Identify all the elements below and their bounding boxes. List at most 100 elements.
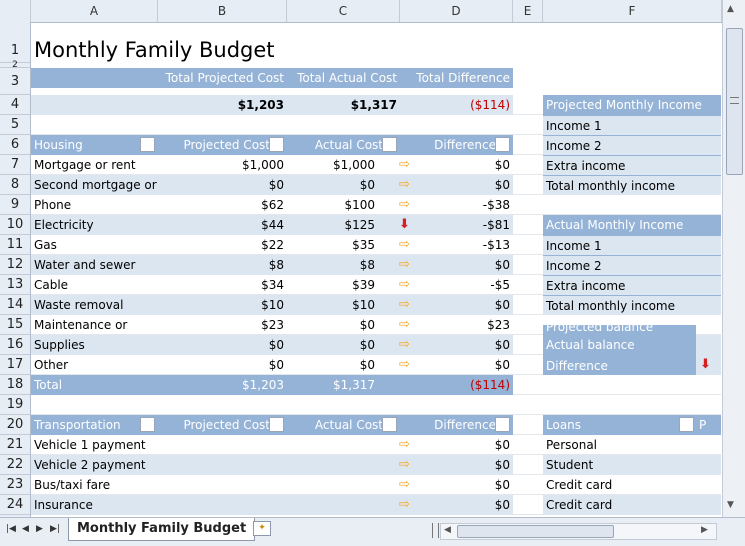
scroll-up-button[interactable]: ▲ [727, 4, 734, 14]
transportation-filter-actual-dropdown[interactable] [382, 417, 397, 432]
column-header-c[interactable]: C [287, 0, 400, 22]
column-header-b[interactable]: B [158, 0, 287, 22]
sheet-tab-monthly-family-budget[interactable]: Monthly Family Budget [68, 518, 256, 541]
tab-split-handle[interactable] [432, 523, 439, 538]
column-header-d[interactable]: D [400, 0, 513, 22]
housing-row-label[interactable]: Supplies [34, 338, 85, 352]
projected_income-item[interactable]: Total monthly income [543, 175, 721, 195]
row-header[interactable]: 2 [0, 61, 30, 70]
transportation-row-projected[interactable] [158, 495, 287, 515]
housing-row-difference[interactable]: $0 [494, 338, 510, 352]
row-header[interactable]: 24 [0, 495, 30, 515]
housing-row-label[interactable]: Second mortgage or [34, 178, 157, 192]
row-header[interactable]: 18 [0, 375, 30, 395]
housing-row-label[interactable]: Other [34, 358, 69, 372]
loans-item[interactable]: Personal [546, 438, 598, 452]
housing-row-difference[interactable]: -$38 [482, 198, 510, 212]
housing-filter-actual-dropdown[interactable] [382, 137, 397, 152]
housing-row-label[interactable]: Electricity [34, 218, 94, 232]
row-header[interactable]: 19 [0, 395, 30, 415]
transportation-row-actual[interactable] [287, 455, 378, 475]
housing-row-projected[interactable]: $62 [261, 198, 284, 212]
row-header[interactable]: 17 [0, 355, 30, 375]
row-header[interactable]: 22 [0, 455, 30, 475]
housing-row-actual[interactable]: $100 [344, 198, 375, 212]
actual_income-item[interactable]: Income 1 [543, 235, 721, 255]
next-sheet-icon[interactable]: ▶ [36, 524, 43, 534]
transportation-filter-projected-dropdown[interactable] [269, 417, 284, 432]
housing-row-actual[interactable]: $35 [352, 238, 375, 252]
housing-row-projected[interactable]: $10 [261, 298, 284, 312]
actual_income-item[interactable]: Income 2 [543, 255, 721, 275]
housing-filter-difference-dropdown[interactable] [495, 137, 510, 152]
transportation-row-difference[interactable]: $0 [494, 478, 510, 492]
transportation-row-projected[interactable] [158, 435, 287, 455]
housing-row-difference[interactable]: $0 [494, 178, 510, 192]
insert-sheet-icon[interactable]: ✦ [253, 521, 271, 536]
housing-row-difference[interactable]: -$5 [490, 278, 510, 292]
transportation-row-projected[interactable] [158, 455, 287, 475]
housing-row-projected[interactable]: $34 [261, 278, 284, 292]
row-header[interactable]: 13 [0, 275, 30, 295]
housing-row-projected[interactable]: $8 [268, 258, 284, 272]
housing-row-actual[interactable]: $39 [352, 278, 375, 292]
projected_income-item[interactable]: Extra income [543, 155, 721, 175]
housing-row-actual[interactable]: $10 [352, 298, 375, 312]
scroll-left-button[interactable]: ◀ [444, 525, 451, 535]
row-header[interactable]: 15 [0, 315, 30, 335]
column-header-f[interactable]: F [543, 0, 722, 22]
row-header[interactable]: 1 [0, 22, 30, 63]
row-header[interactable]: 10 [0, 215, 30, 235]
actual_income-item[interactable]: Total monthly income [543, 295, 721, 315]
housing-row-label[interactable]: Maintenance or [34, 318, 128, 332]
transportation-row-difference[interactable]: $0 [494, 498, 510, 512]
row-header[interactable]: 14 [0, 295, 30, 315]
housing-row-label[interactable]: Phone [34, 198, 72, 212]
housing-row-projected[interactable]: $44 [261, 218, 284, 232]
housing-row-projected[interactable]: $0 [268, 338, 284, 352]
transportation-row-label[interactable]: Vehicle 2 payment [34, 458, 146, 472]
loans-item[interactable]: Credit card [546, 478, 613, 492]
housing-filter-projected-dropdown[interactable] [269, 137, 284, 152]
row-header[interactable]: 5 [0, 115, 30, 135]
housing-row-actual[interactable]: $1,000 [333, 158, 375, 172]
horizontal-scrollbar[interactable]: ◀ ▶ [440, 523, 717, 540]
loans-item[interactable]: Student [546, 458, 594, 472]
worksheet-grid[interactable]: Monthly Family Budget Total Projected Cos… [31, 22, 721, 517]
housing-row-difference[interactable]: -$13 [482, 238, 510, 252]
row-header[interactable]: 11 [0, 235, 30, 255]
housing-row-actual[interactable]: $8 [359, 258, 375, 272]
difference-balance-label[interactable]: Difference [543, 355, 696, 375]
row-header[interactable]: 8 [0, 175, 30, 195]
housing-row-label[interactable]: Cable [34, 278, 69, 292]
transportation-row-actual[interactable] [287, 495, 378, 515]
column-header-e[interactable]: E [513, 0, 543, 22]
transportation-row-difference[interactable]: $0 [494, 458, 510, 472]
housing-row-label[interactable]: Mortgage or rent [34, 158, 136, 172]
housing-row-actual[interactable]: $125 [344, 218, 375, 232]
transportation-row-actual[interactable] [287, 435, 378, 455]
housing-row-projected[interactable]: $22 [261, 238, 284, 252]
row-header[interactable]: 12 [0, 255, 30, 275]
loans-filter-dropdown[interactable] [679, 417, 694, 432]
housing-row-label[interactable]: Waste removal [34, 298, 124, 312]
transportation-filter-difference-dropdown[interactable] [495, 417, 510, 432]
housing-row-difference[interactable]: $23 [487, 318, 510, 332]
housing-row-projected[interactable]: $0 [268, 358, 284, 372]
transportation-row-label[interactable]: Bus/taxi fare [34, 478, 111, 492]
prev-sheet-icon[interactable]: ◀ [22, 524, 29, 534]
row-header[interactable]: 6 [0, 135, 30, 155]
vertical-scrollbar[interactable]: ▲ ▼ [722, 0, 745, 517]
housing-row-projected[interactable]: $23 [261, 318, 284, 332]
row-header[interactable]: 16 [0, 335, 30, 355]
row-header[interactable]: 4 [0, 95, 30, 115]
transportation-row-actual[interactable] [287, 475, 378, 495]
projected_income-item[interactable]: Income 1 [543, 115, 721, 135]
column-header-a[interactable]: A [31, 0, 158, 22]
scroll-thumb[interactable] [726, 28, 743, 175]
select-all-corner[interactable] [0, 0, 31, 22]
housing-row-projected[interactable]: $0 [268, 178, 284, 192]
transportation-row-difference[interactable]: $0 [494, 438, 510, 452]
row-header[interactable]: 7 [0, 155, 30, 175]
hscroll-thumb[interactable] [457, 525, 614, 538]
